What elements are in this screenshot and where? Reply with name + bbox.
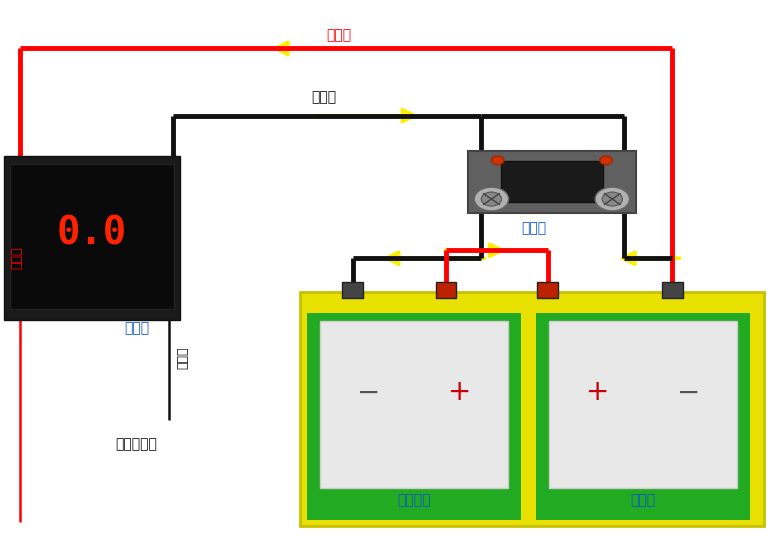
Circle shape bbox=[474, 187, 509, 211]
Bar bbox=[307, 313, 521, 520]
Text: 细黑线悬空: 细黑线悬空 bbox=[115, 437, 158, 451]
Text: 用电器: 用电器 bbox=[630, 493, 656, 507]
Text: −: − bbox=[356, 378, 380, 407]
Bar bbox=[342, 282, 363, 298]
Bar bbox=[549, 321, 737, 488]
Circle shape bbox=[595, 187, 629, 211]
Bar bbox=[468, 151, 636, 213]
Bar bbox=[320, 321, 508, 488]
Text: +: + bbox=[448, 378, 471, 407]
Bar bbox=[4, 156, 180, 320]
Bar bbox=[300, 292, 764, 526]
Bar bbox=[537, 282, 558, 298]
Circle shape bbox=[481, 192, 502, 206]
Text: 细黑线: 细黑线 bbox=[177, 346, 190, 369]
Text: +: + bbox=[586, 378, 609, 407]
Circle shape bbox=[600, 156, 612, 165]
Bar bbox=[10, 164, 174, 309]
Text: 0.0: 0.0 bbox=[57, 215, 127, 253]
Text: −: − bbox=[677, 378, 700, 407]
Text: 细红线: 细红线 bbox=[11, 247, 23, 270]
Text: 供电电源: 供电电源 bbox=[397, 493, 431, 507]
Text: 分流器: 分流器 bbox=[522, 222, 547, 236]
Circle shape bbox=[491, 156, 504, 165]
Bar bbox=[501, 161, 603, 202]
Text: 粗红线: 粗红线 bbox=[327, 28, 352, 42]
Bar bbox=[662, 282, 682, 298]
Bar bbox=[436, 282, 456, 298]
Circle shape bbox=[602, 192, 622, 206]
Text: 电流表: 电流表 bbox=[124, 321, 149, 335]
Text: 粗黑线: 粗黑线 bbox=[311, 90, 336, 104]
Bar bbox=[536, 313, 750, 520]
